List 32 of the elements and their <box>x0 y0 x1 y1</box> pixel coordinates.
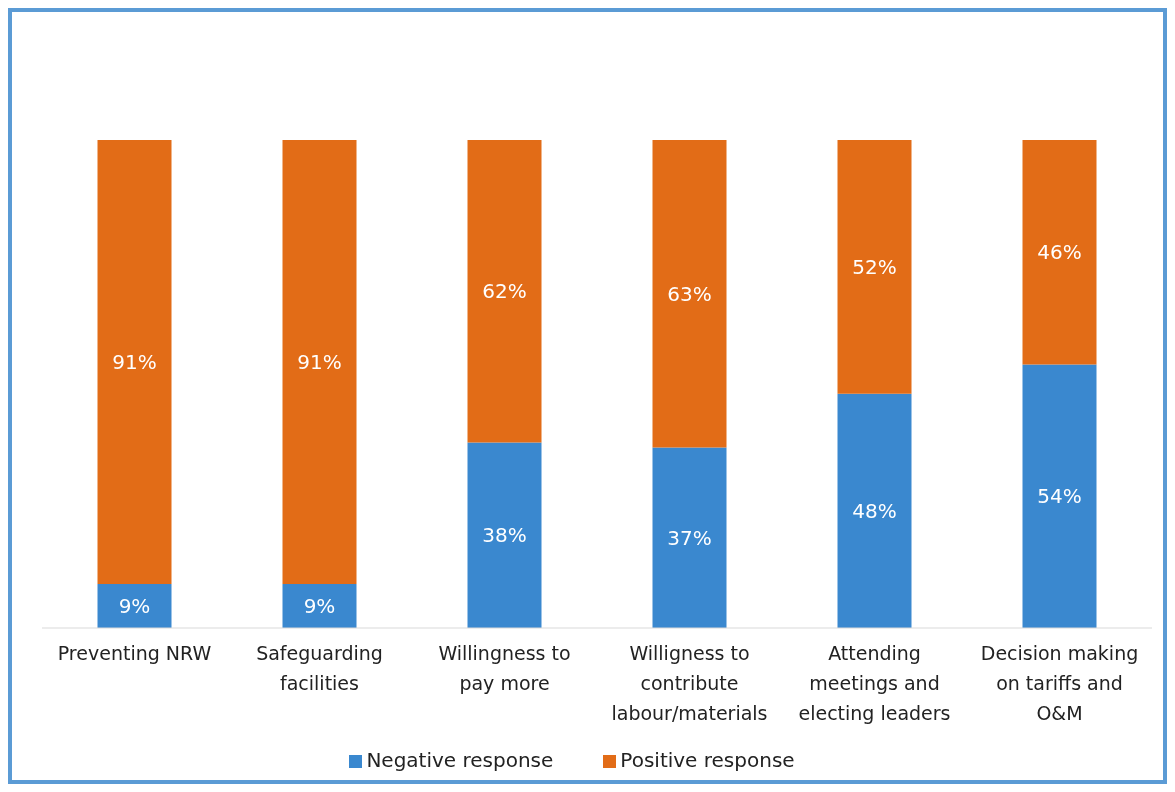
bar <box>652 140 727 448</box>
data-label: 62% <box>482 279 527 304</box>
x-tick-label: Safeguarding facilities <box>256 642 383 694</box>
x-tick-label: Preventing NRW <box>57 642 212 664</box>
data-label: 46% <box>1037 240 1082 265</box>
data-label: 9% <box>303 594 336 619</box>
bar <box>282 140 357 585</box>
x-tick-label: Willingness to pay more <box>438 642 571 694</box>
data-label: 91% <box>112 350 157 375</box>
bar <box>282 584 357 628</box>
data-label: 91% <box>297 350 342 375</box>
bar <box>1022 140 1097 365</box>
data-label: 37% <box>667 525 712 550</box>
x-tick-label: Attending meetings and electing leaders <box>798 642 951 724</box>
bar <box>652 447 727 628</box>
bar <box>837 393 912 628</box>
x-tick-label: Decision making on tariffs and O&M <box>980 642 1139 724</box>
bar <box>467 442 542 628</box>
bar <box>467 140 542 443</box>
data-label: 38% <box>482 523 527 548</box>
bar <box>97 584 172 628</box>
data-label: 48% <box>852 498 897 523</box>
data-label: 52% <box>852 254 897 279</box>
bar <box>97 140 172 585</box>
bar <box>1022 364 1097 628</box>
data-label: 54% <box>1037 484 1082 509</box>
x-tick-label: Willigness to contribute labour/materials <box>611 642 768 724</box>
data-label: 9% <box>118 594 151 619</box>
legend-label: Negative response <box>366 748 554 772</box>
legend-label: Positive response <box>620 748 795 772</box>
data-label: 63% <box>667 281 712 306</box>
bar <box>837 140 912 394</box>
